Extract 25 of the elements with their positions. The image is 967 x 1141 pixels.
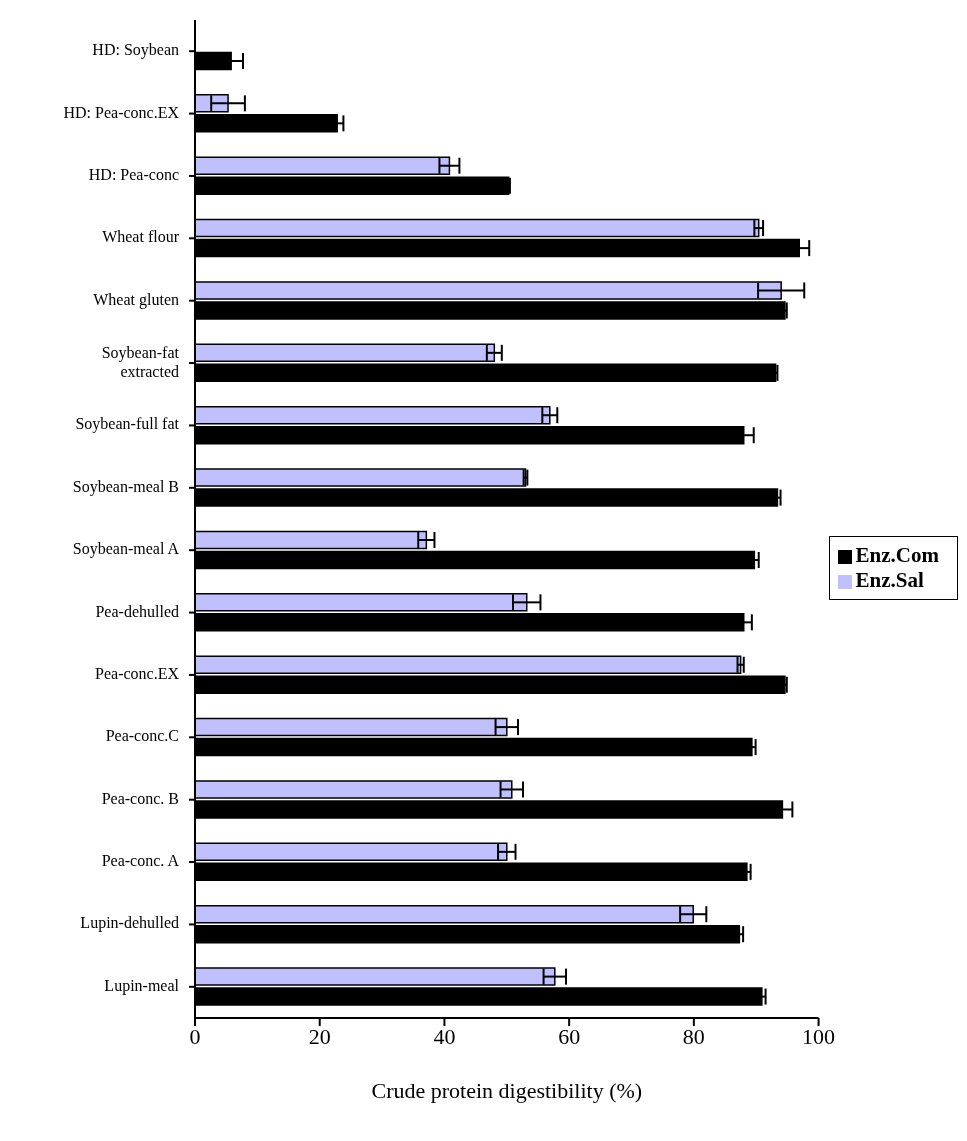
y-tick-label: Pea-conc.EX xyxy=(95,664,180,682)
y-tick-label: Lupin-dehulled xyxy=(80,914,179,933)
x-tick-label: 20 xyxy=(308,1023,331,1049)
legend-label: Enz.Sal xyxy=(855,568,924,592)
x-tick-label: 40 xyxy=(433,1023,456,1049)
y-tick-label: Pea-conc. A xyxy=(101,851,180,869)
y-tick-label: Lupin-meal xyxy=(104,976,180,995)
y-tick-label: Soybean-meal B xyxy=(72,477,179,496)
x-axis-title: Crude protein digestibility (%) xyxy=(371,1078,643,1103)
y-tick-label: Wheat gluten xyxy=(93,290,179,309)
y-tick-label: HD: Pea-conc.EX xyxy=(63,103,180,121)
legend-label: Enz.Com xyxy=(855,543,939,567)
y-tick-label: HD: Pea-conc xyxy=(88,165,179,183)
y-tick-label: Soybean-meal A xyxy=(72,539,180,558)
y-tick-label: HD: Soybean xyxy=(92,40,179,59)
y-tick-label: Wheat flour xyxy=(102,227,180,245)
y-tick-label: Pea-conc.C xyxy=(105,726,179,744)
x-tick-label: 100 xyxy=(802,1023,836,1049)
y-tick-label: Soybean-fat extracted xyxy=(101,343,180,380)
x-tick-label: 80 xyxy=(682,1023,705,1049)
x-tick-label: 60 xyxy=(558,1023,581,1049)
y-tick-label: Pea-conc. B xyxy=(101,789,179,807)
y-tick-label: Pea-dehulled xyxy=(95,602,179,620)
y-tick-label: Soybean-full fat xyxy=(75,415,180,434)
x-tick-label: 0 xyxy=(189,1023,201,1049)
